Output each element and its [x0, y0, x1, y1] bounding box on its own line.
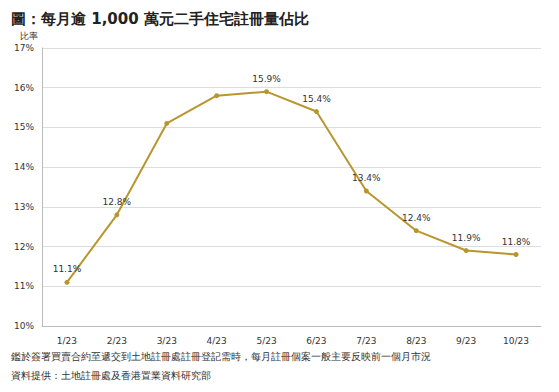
- svg-text:12.8%: 12.8%: [103, 197, 132, 207]
- svg-text:11.1%: 11.1%: [53, 264, 82, 274]
- svg-text:10%: 10%: [14, 321, 34, 331]
- svg-text:11.9%: 11.9%: [452, 233, 481, 243]
- svg-text:5/23: 5/23: [256, 336, 276, 346]
- svg-text:3/23: 3/23: [157, 336, 177, 346]
- svg-text:2/23: 2/23: [107, 336, 127, 346]
- svg-text:11%: 11%: [14, 281, 34, 291]
- svg-text:15.9%: 15.9%: [252, 74, 281, 84]
- svg-text:11.8%: 11.8%: [502, 237, 531, 247]
- svg-text:鑑於簽署買賣合約至遞交到土地註冊處註冊登記需時，每月註冊個案: 鑑於簽署買賣合約至遞交到土地註冊處註冊登記需時，每月註冊個案一般主要反映前一個月…: [11, 351, 431, 362]
- svg-text:9/23: 9/23: [456, 336, 476, 346]
- svg-text:16%: 16%: [14, 83, 34, 93]
- svg-text:10/23: 10/23: [503, 336, 529, 346]
- svg-text:15%: 15%: [14, 122, 34, 132]
- svg-text:13.4%: 13.4%: [352, 173, 381, 183]
- svg-text:15.4%: 15.4%: [302, 94, 331, 104]
- svg-text:1/23: 1/23: [57, 336, 77, 346]
- svg-text:12.4%: 12.4%: [402, 213, 431, 223]
- svg-text:7/23: 7/23: [356, 336, 376, 346]
- svg-text:4/23: 4/23: [207, 336, 227, 346]
- svg-text:資料提供：土地註冊處及香港置業資料研究部: 資料提供：土地註冊處及香港置業資料研究部: [11, 370, 211, 381]
- svg-text:比率: 比率: [20, 31, 38, 41]
- svg-text:13%: 13%: [14, 202, 34, 212]
- svg-text:6/23: 6/23: [306, 336, 326, 346]
- svg-text:圖：每月逾 1,000 萬元二手住宅註冊量佔比: 圖：每月逾 1,000 萬元二手住宅註冊量佔比: [11, 10, 309, 28]
- svg-text:14%: 14%: [14, 162, 34, 172]
- svg-text:8/23: 8/23: [406, 336, 426, 346]
- svg-text:12%: 12%: [14, 242, 34, 252]
- svg-text:17%: 17%: [14, 43, 34, 53]
